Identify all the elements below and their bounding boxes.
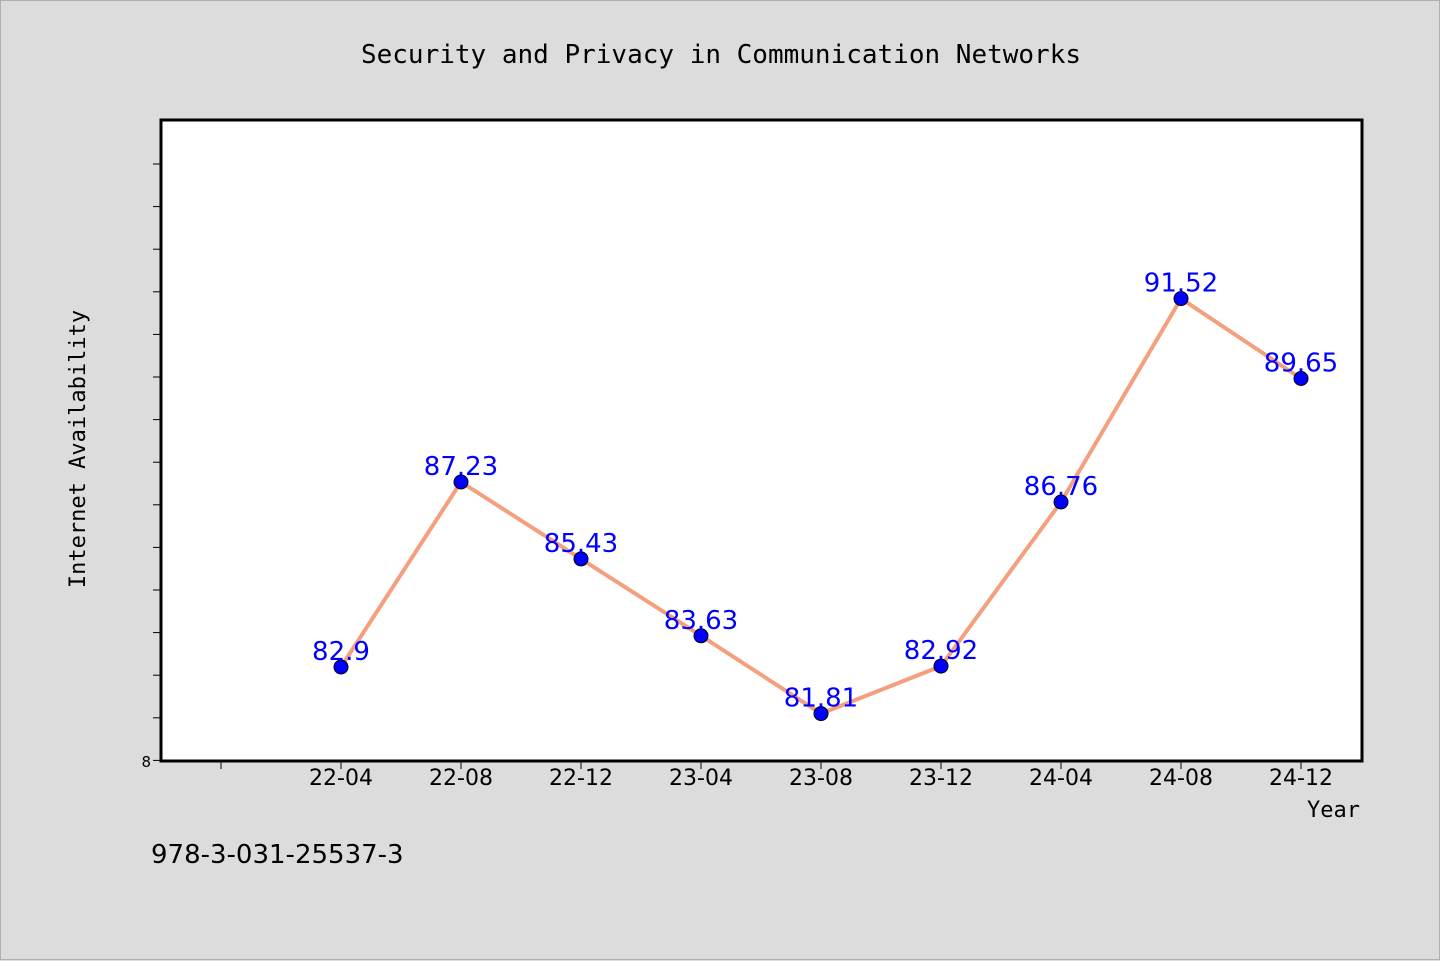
data-label: 86.76	[1024, 472, 1098, 502]
y-tick-label: 8	[141, 753, 151, 771]
data-label: 89.65	[1264, 349, 1338, 379]
x-tick-label: 22-12	[549, 766, 613, 791]
data-point	[333, 659, 349, 675]
y-axis-ticks	[153, 163, 161, 761]
data-label: 81.81	[784, 684, 858, 714]
data-labels: 82.9 87.23 85.43 83.63 81.81 82.92 86.76 91.52 8…	[312, 269, 1338, 714]
data-label: 83.63	[664, 606, 738, 636]
plot-area	[159, 118, 1364, 763]
data-point	[573, 551, 589, 567]
data-label: 91.52	[1144, 269, 1218, 299]
x-tick-label: 23-04	[669, 766, 733, 791]
x-axis-title: Year	[1307, 798, 1360, 823]
data-label: 82.92	[904, 636, 978, 666]
x-tick-label: 24-12	[1269, 766, 1333, 791]
data-point	[813, 706, 829, 722]
x-tick-label: 24-04	[1029, 766, 1093, 791]
data-points	[333, 291, 1309, 722]
x-tick-label: 23-12	[909, 766, 973, 791]
data-label: 87.23	[424, 452, 498, 482]
data-point	[453, 474, 469, 490]
x-tick-label: 22-04	[309, 766, 373, 791]
isbn-text: 978-3-031-25537-3	[151, 840, 404, 870]
data-point	[693, 628, 709, 644]
data-label: 85.43	[544, 529, 618, 559]
x-axis-ticks: 22-04 22-08 22-12 23-04 23-08 23-12 24-04 24-08…	[220, 761, 1333, 791]
x-tick-label: 22-08	[429, 766, 493, 791]
x-tick-label: 24-08	[1149, 766, 1213, 791]
chart-title: Security and Privacy in Communication Ne…	[361, 40, 1081, 70]
y-axis-title: Internet Availability	[66, 310, 91, 588]
data-point	[933, 658, 949, 674]
data-label: 82.9	[312, 637, 370, 667]
data-point	[1053, 494, 1069, 510]
x-tick-label: 23-08	[789, 766, 853, 791]
data-point	[1293, 371, 1309, 386]
data-point	[1173, 291, 1189, 307]
